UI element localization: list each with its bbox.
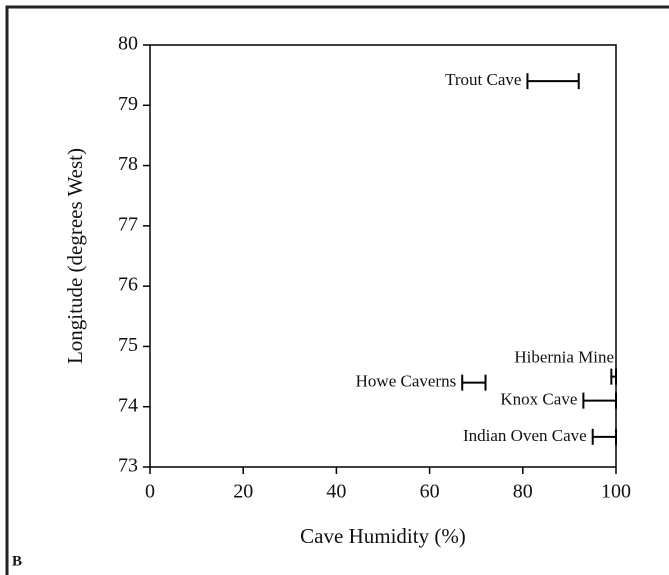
- panel-label: B: [12, 553, 22, 569]
- x-tick-label: 40: [326, 481, 346, 503]
- y-tick-label: 79: [118, 93, 138, 115]
- x-tick-label: 20: [233, 481, 253, 503]
- y-tick-label: 78: [118, 153, 138, 175]
- range-label: Indian Oven Cave: [463, 426, 587, 445]
- y-tick-label: 77: [118, 213, 138, 235]
- y-tick-label: 73: [118, 455, 138, 477]
- range-label: Hibernia Mine: [514, 347, 614, 366]
- y-tick-label: 76: [118, 274, 138, 296]
- range-bar: [526, 73, 580, 90]
- x-tick-label: 100: [601, 481, 631, 503]
- range-label: Knox Cave: [500, 390, 577, 409]
- frame: [5, 5, 669, 575]
- range-label: Howe Caverns: [356, 372, 457, 391]
- x-tick-label: 60: [420, 481, 440, 503]
- y-tick-label: 74: [118, 394, 138, 416]
- range-label: Trout Cave: [445, 70, 521, 89]
- plot-area: [149, 44, 617, 468]
- x-axis-label: Cave Humidity (%): [300, 524, 466, 548]
- y-tick-label: 80: [118, 33, 138, 55]
- y-axis-label: Longitude (degrees West): [63, 148, 87, 364]
- range-bar: [582, 392, 617, 409]
- y-tick-label: 75: [118, 334, 138, 356]
- range-bar: [461, 374, 487, 391]
- x-tick-label: 80: [513, 481, 533, 503]
- x-tick-label: 0: [145, 481, 155, 503]
- range-bar: [591, 428, 617, 445]
- range-bar: [610, 368, 617, 385]
